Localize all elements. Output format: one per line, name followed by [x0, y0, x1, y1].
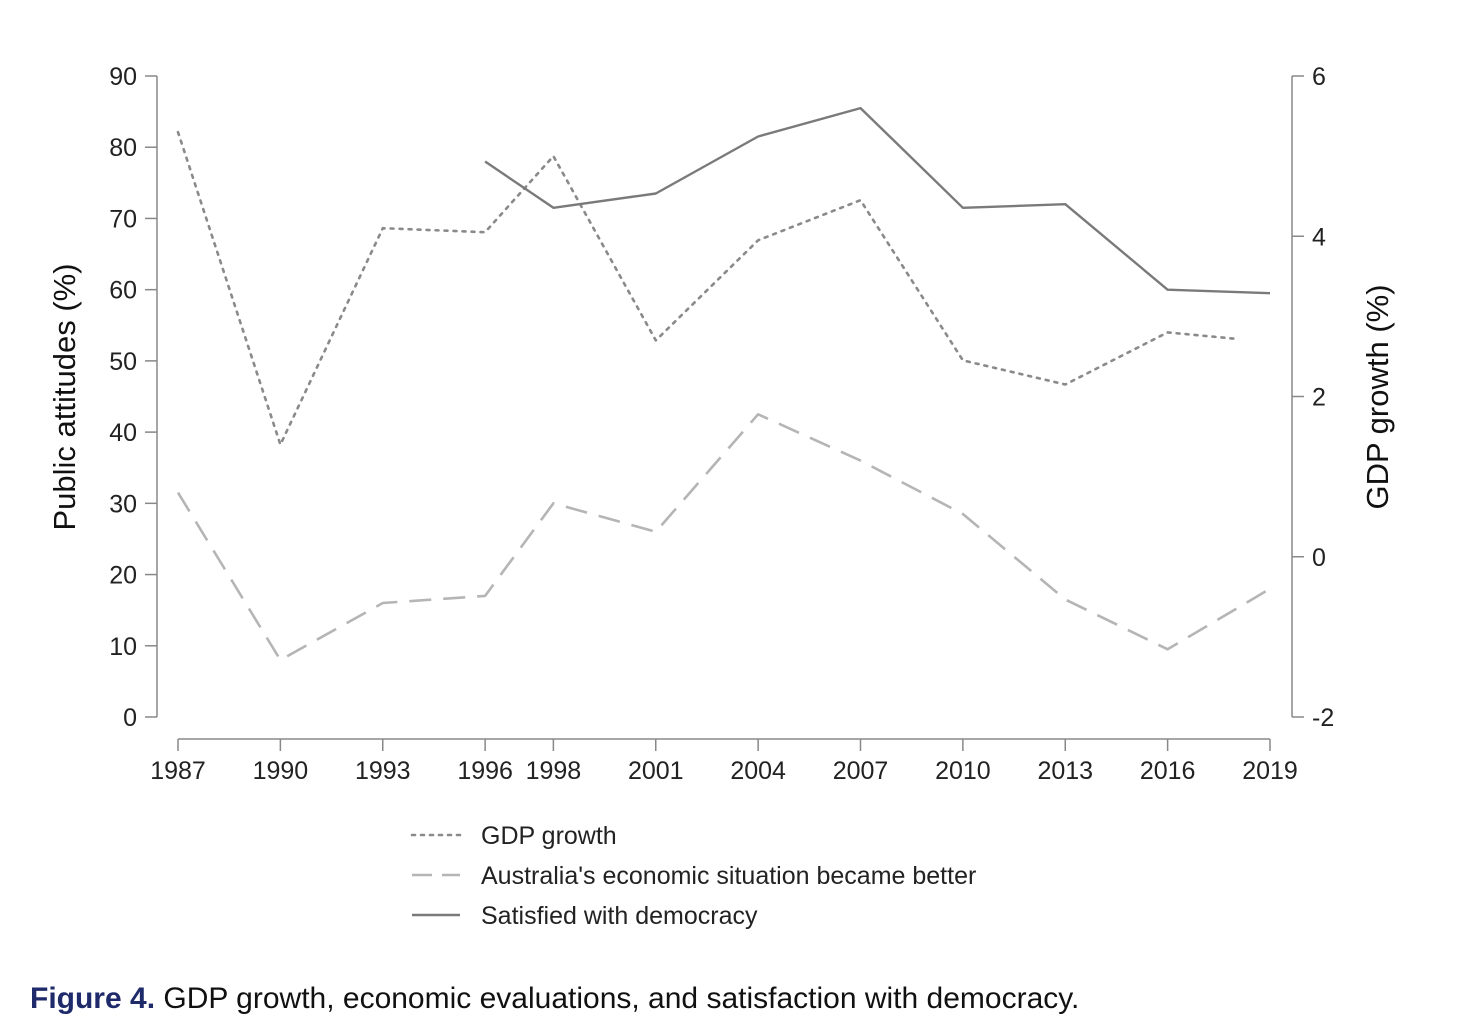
- series-line-3: [484, 106, 1271, 295]
- x-tick-label: 2007: [833, 757, 889, 785]
- y-tick-left-label: 70: [109, 205, 137, 233]
- y-tick-left-label: 20: [109, 562, 137, 590]
- x-tick-label: 1993: [355, 757, 411, 785]
- y-tick-left-label: 90: [109, 63, 137, 91]
- y-ticks-right: -2 0 2 4 6: [1292, 63, 1334, 732]
- x-tick-label: 2016: [1140, 757, 1196, 785]
- y-tick-right-label: 2: [1312, 384, 1326, 412]
- y-tick-left-label: 10: [109, 633, 137, 661]
- y-axis-left-title: Public attitudes (%): [47, 263, 82, 530]
- y-tick-right-label: -2: [1312, 704, 1334, 732]
- y-tick-right-label: 6: [1312, 63, 1326, 91]
- y-tick-right-label: 0: [1312, 544, 1326, 572]
- y-tick-left-label: 80: [109, 134, 137, 162]
- figure-caption: Figure 4. GDP growth, economic evaluatio…: [30, 982, 1079, 1016]
- x-tick-label: 1990: [253, 757, 309, 785]
- series-line-2: [176, 412, 1271, 662]
- legend-label: GDP growth: [481, 822, 617, 850]
- y-axis-right-title: GDP growth (%): [1360, 284, 1395, 509]
- x-tick-label: 2010: [935, 757, 991, 785]
- series-layer: [176, 106, 1271, 662]
- x-tick-label: 1987: [150, 757, 206, 785]
- figure-label: Figure 4.: [30, 982, 156, 1015]
- y-tick-left-label: 30: [109, 490, 137, 518]
- y-tick-left-label: 60: [109, 277, 137, 305]
- x-tick-label: 2001: [628, 757, 684, 785]
- y-tick-right-label: 4: [1312, 223, 1326, 251]
- legend: GDP growth Australia's economic situation…: [410, 822, 976, 930]
- x-tick-label: 1998: [526, 757, 582, 785]
- y-tick-left-label: 50: [109, 348, 137, 376]
- figure-caption-text: GDP growth, economic evaluations, and sa…: [155, 982, 1080, 1015]
- y-tick-left-label: 0: [123, 704, 137, 732]
- series-line-1: [176, 130, 1238, 446]
- x-tick-label: 2019: [1242, 757, 1298, 785]
- legend-label: Australia's economic situation became be…: [481, 862, 976, 890]
- x-ticks: 1987 1990 1993 1996 1998 2001 2004 2007 2010 2013…: [150, 739, 1298, 785]
- x-tick-label: 2004: [730, 757, 786, 785]
- legend-label: Satisfied with democracy: [481, 902, 758, 930]
- x-tick-label: 2013: [1037, 757, 1093, 785]
- y-ticks-left: 0 10 20 30 40 50 60 70 80 90: [109, 63, 157, 732]
- y-tick-left-label: 40: [109, 419, 137, 447]
- x-tick-label: 1996: [457, 757, 513, 785]
